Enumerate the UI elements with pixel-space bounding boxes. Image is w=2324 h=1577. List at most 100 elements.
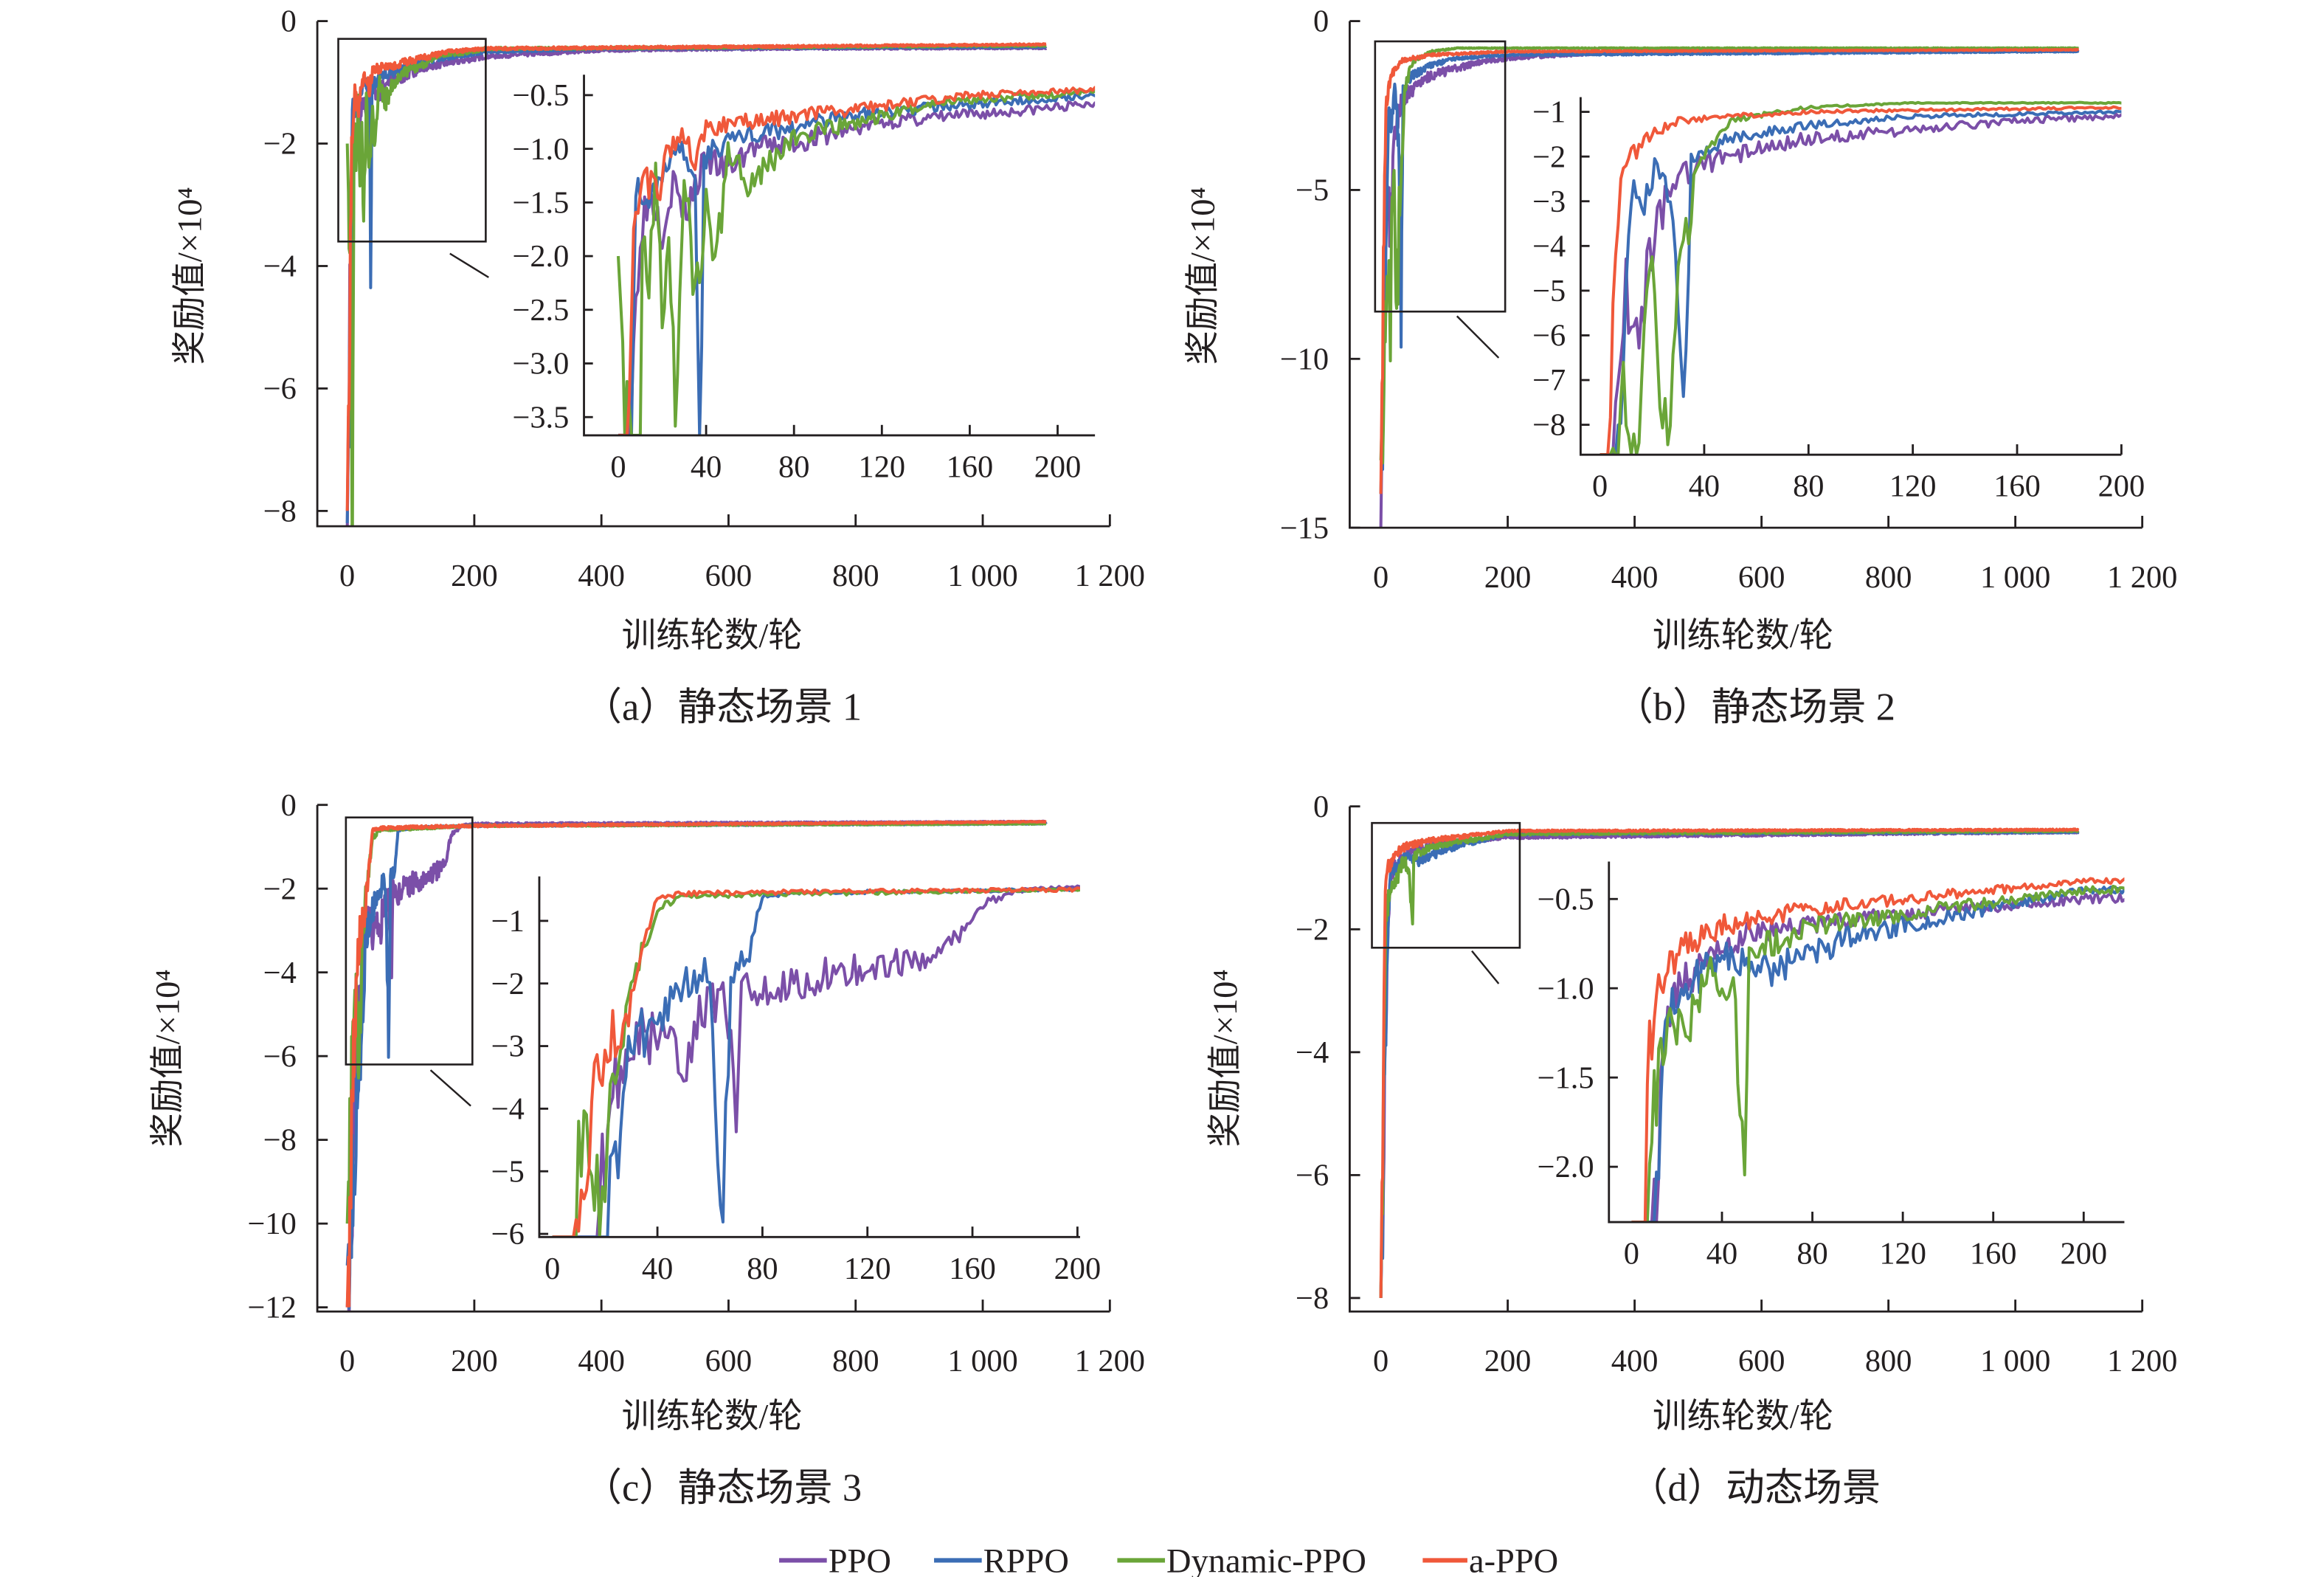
inset-line-ppo [552, 884, 1080, 1238]
series-line-rppo [1379, 49, 2080, 494]
inset-x-tick-label: 80 [1793, 469, 1824, 504]
main-series [1379, 827, 2080, 1298]
x-tick-label: 200 [451, 1344, 498, 1378]
inset-y-tick-label: −1 [491, 904, 525, 939]
inset-line-ppo [618, 100, 1096, 435]
y-tick-label: −4 [263, 956, 297, 990]
inset-y-tick-label: −3.0 [512, 347, 569, 382]
series-line-a-ppo [345, 819, 1048, 1308]
y-tick-label: −8 [1296, 1281, 1329, 1316]
inset-axes [538, 876, 1080, 1238]
inset-y-tick-label: −8 [1532, 408, 1566, 443]
y-tick-label: −4 [263, 249, 297, 284]
x-tick-label: 800 [832, 559, 879, 593]
inset-series [1631, 877, 2125, 1223]
x-tick-label: 600 [1738, 560, 1785, 595]
main-axes [1349, 806, 2143, 1313]
y-tick-label: −5 [1296, 173, 1329, 208]
inset-x-tick-label: 160 [1993, 469, 2041, 504]
inset-y-tick-label: −2.0 [512, 239, 569, 274]
legend-label: Dynamic-PPO [1166, 1543, 1366, 1577]
x-tick-label: 1 000 [947, 559, 1017, 593]
zoom-connector [429, 1069, 471, 1107]
y-tick-label: −2 [1296, 912, 1329, 947]
x-tick-label: 400 [1611, 560, 1659, 595]
inset-x-tick-label: 160 [947, 449, 994, 484]
main-series [345, 819, 1048, 1312]
main-series [1379, 46, 2080, 528]
zoom-connector [1456, 315, 1500, 359]
inset-y-tick-label: −1.5 [512, 185, 569, 220]
series-line-a-ppo [1379, 47, 2080, 494]
subplot-caption: （b）静态场景 2 [1614, 686, 1895, 729]
inset-axes [1579, 97, 2122, 456]
inset-y-tick-label: −6 [491, 1217, 525, 1252]
x-tick-label: 0 [339, 559, 355, 593]
inset-y-tick-label: −1.5 [1538, 1060, 1594, 1095]
inset-x-tick-label: 200 [1054, 1252, 1102, 1286]
inset-line-rppo [1600, 109, 2122, 455]
main-series [345, 42, 1048, 527]
x-axis-label: 训练轮数/轮 [1653, 618, 1833, 655]
inset-x-tick-label: 120 [1879, 1237, 1926, 1271]
x-tick-label: 0 [1373, 560, 1388, 595]
x-tick-label: 1 000 [1980, 1344, 2050, 1378]
inset-x-tick-label: 0 [544, 1252, 560, 1286]
subplot-caption: （c）静态场景 3 [583, 1467, 862, 1510]
inset-x-tick-label: 40 [642, 1252, 673, 1286]
series-line-ppo [1379, 829, 2080, 1298]
x-tick-label: 200 [451, 559, 498, 593]
inset-line-a-ppo [618, 86, 1096, 435]
y-axis-label: 奖励值/×10⁴ [1185, 187, 1222, 365]
x-tick-label: 400 [1611, 1344, 1659, 1378]
inset-x-tick-label: 160 [949, 1252, 996, 1286]
x-tick-label: 200 [1484, 1344, 1532, 1378]
inset-x-tick-label: 200 [1034, 449, 1082, 484]
x-tick-label: 400 [578, 1344, 625, 1378]
x-axis-label: 训练轮数/轮 [622, 1398, 803, 1436]
inset-y-tick-label: −4 [491, 1092, 525, 1127]
inset-y-tick-label: −0.5 [512, 78, 569, 113]
subplot-caption: （d）动态场景 [1629, 1467, 1881, 1510]
y-tick-label: 0 [1313, 4, 1329, 39]
inset-x-tick-label: 160 [1970, 1237, 2017, 1271]
x-tick-label: 600 [1738, 1344, 1785, 1378]
zoom-box [1371, 821, 1521, 949]
inset-line-dynamic-ppo [1631, 884, 2125, 1223]
x-tick-label: 200 [1484, 560, 1532, 595]
inset-line-a-ppo [1631, 877, 2125, 1223]
inset-line-dynamic-ppo [1600, 100, 2122, 455]
y-tick-label: −8 [263, 494, 297, 529]
legend-label: PPO [829, 1543, 891, 1577]
inset-series [1600, 100, 2122, 455]
inset-y-tick-label: −5 [1532, 274, 1566, 308]
inset-y-tick-label: −5 [491, 1154, 525, 1189]
y-tick-label: 0 [281, 4, 297, 39]
series-line-dynamic-ppo [1379, 46, 2080, 465]
x-tick-label: 1 200 [2107, 1344, 2177, 1378]
y-tick-label: −6 [263, 1039, 297, 1074]
subplot-b: 0 200 400 600 800 1 000 1 200 0 −5 −10 −15 0 40 80 120… [1185, 4, 2178, 729]
inset-x-tick-label: 80 [747, 1252, 778, 1286]
x-tick-label: 800 [1865, 560, 1912, 595]
zoom-connector [1471, 950, 1500, 984]
inset-y-tick-label: −2.0 [1538, 1150, 1594, 1184]
inset-x-tick-label: 0 [610, 449, 626, 484]
inset-y-tick-label: −7 [1532, 363, 1566, 398]
y-tick-label: −2 [263, 127, 297, 162]
x-axis-label: 训练轮数/轮 [1653, 1398, 1833, 1436]
x-tick-label: 1 200 [1075, 1344, 1145, 1378]
y-tick-label: 0 [1313, 790, 1329, 824]
x-tick-label: 800 [1865, 1344, 1912, 1378]
inset-y-tick-label: −4 [1532, 229, 1566, 263]
inset-y-tick-label: −1.0 [1538, 971, 1594, 1006]
inset-y-tick-label: −2 [1532, 139, 1566, 174]
series-line-dynamic-ppo [1379, 829, 2080, 1298]
x-tick-label: 1 000 [947, 1344, 1017, 1378]
inset-y-tick-label: −3 [1532, 184, 1566, 219]
inset-y-tick-label: −0.5 [1538, 882, 1594, 917]
inset-x-tick-label: 200 [2098, 469, 2145, 504]
zoom-box [337, 38, 487, 243]
inset-x-tick-label: 40 [1706, 1237, 1737, 1271]
